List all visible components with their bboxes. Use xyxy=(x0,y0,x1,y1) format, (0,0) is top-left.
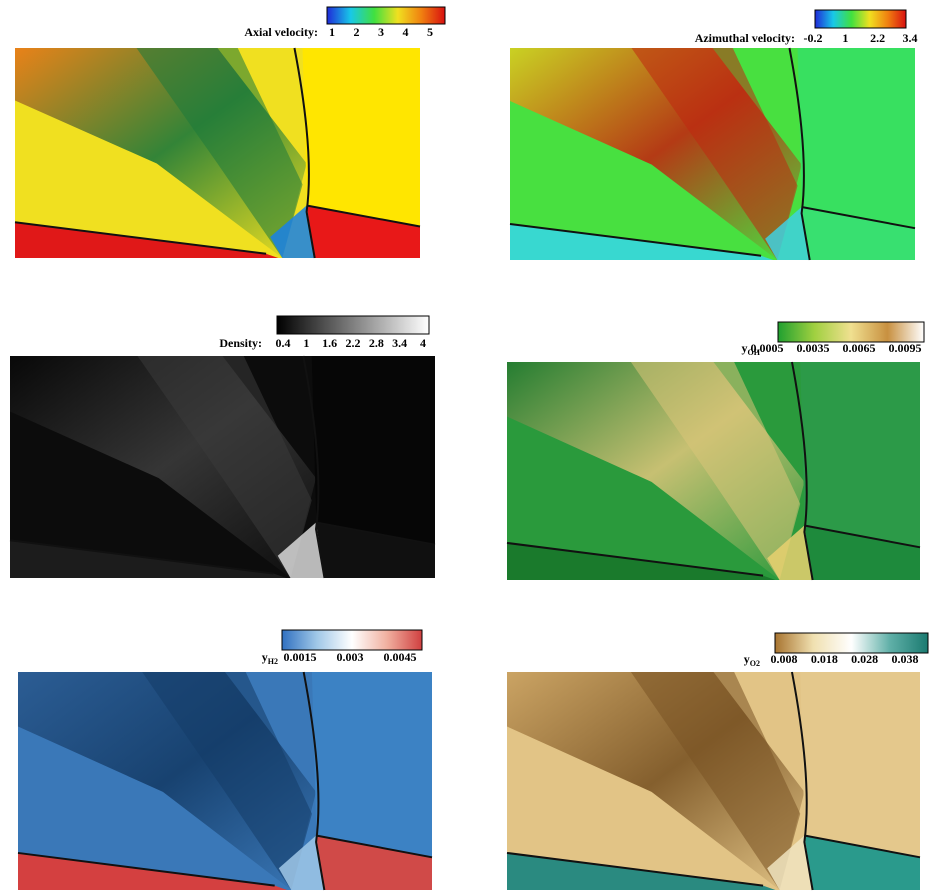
colorbar-tick-label: 2.2 xyxy=(870,31,885,45)
colorbar-tick-label: 0.0095 xyxy=(889,341,922,355)
contour-field xyxy=(15,48,420,258)
colorbar-tick-label: 0.0045 xyxy=(384,650,417,664)
contour-panel: yO2 0.008 0.018 0.028 0.038 xyxy=(507,633,928,890)
colorbar-tick-label: 0.008 xyxy=(771,652,798,666)
contour-panel: Axial velocity: 1 2 3 4 5 xyxy=(15,7,445,258)
colorbar-tick-label: 3.4 xyxy=(903,31,918,45)
label-subscript: H2 xyxy=(268,657,278,666)
colorbar-tick-label: 0.0065 xyxy=(843,341,876,355)
contour-field xyxy=(507,672,920,890)
contour-panel: Azimuthal velocity: -0.2 1 2.2 3.4 xyxy=(510,10,918,260)
colorbar-tick-label: 0.0005 xyxy=(751,341,784,355)
label-text: Axial velocity: xyxy=(244,25,318,39)
label-text: Azimuthal velocity: xyxy=(695,31,795,45)
colorbar-label: Azimuthal velocity: xyxy=(695,31,795,45)
colorbar-tick-label: 2 xyxy=(354,25,360,39)
colorbar-tick-label: 5 xyxy=(427,25,433,39)
colorbar-tick-label: 2.2 xyxy=(346,336,361,350)
colorbar-tick-label: 3 xyxy=(378,25,384,39)
label-subscript: O2 xyxy=(750,659,760,668)
colorbar-tick-label: 3.4 xyxy=(392,336,407,350)
colorbar-tick-label: 0.0015 xyxy=(284,650,317,664)
colorbar-tick-label: 0.003 xyxy=(337,650,364,664)
contour-field xyxy=(510,48,915,260)
contour-field xyxy=(507,362,920,580)
colorbar-tick-label: 0.018 xyxy=(811,652,838,666)
colorbar-tick-label: 4 xyxy=(420,336,426,350)
colorbar-tick-label: 1 xyxy=(329,25,335,39)
colorbar xyxy=(815,10,906,28)
figure-canvas: Axial velocity: 1 2 3 4 5 Azimuthal velocity:-… xyxy=(0,0,942,891)
colorbar-tick-label: 1 xyxy=(303,336,309,350)
contour-field xyxy=(18,672,432,890)
label-text: Density: xyxy=(219,336,262,350)
colorbar-label: yO2 xyxy=(744,652,760,668)
colorbar-label: yH2 xyxy=(262,650,278,666)
colorbar xyxy=(775,633,928,653)
colorbar-tick-label: 0.038 xyxy=(892,652,919,666)
contour-panel: Density: 0.4 1 1.6 2.2 2.8 3.4 4 xyxy=(10,316,435,578)
contour-field xyxy=(10,356,435,578)
colorbar xyxy=(277,316,429,334)
colorbar-label: Axial velocity: xyxy=(244,25,318,39)
colorbar xyxy=(778,322,924,342)
figure: Axial velocity: 1 2 3 4 5 Azimuthal velocity:-… xyxy=(0,0,942,891)
colorbar xyxy=(327,7,445,24)
colorbar-tick-label: 0.4 xyxy=(276,336,291,350)
colorbar-label: Density: xyxy=(219,336,262,350)
colorbar xyxy=(282,630,422,650)
colorbar-tick-label: 2.8 xyxy=(369,336,384,350)
colorbar-tick-label: -0.2 xyxy=(804,31,823,45)
colorbar-tick-label: 1.6 xyxy=(322,336,337,350)
contour-panel: yH2 0.0015 0.003 0.0045 xyxy=(18,630,432,890)
colorbar-tick-label: 1 xyxy=(842,31,848,45)
colorbar-tick-label: 0.028 xyxy=(851,652,878,666)
colorbar-tick-label: 4 xyxy=(403,25,409,39)
colorbar-tick-label: 0.0035 xyxy=(797,341,830,355)
